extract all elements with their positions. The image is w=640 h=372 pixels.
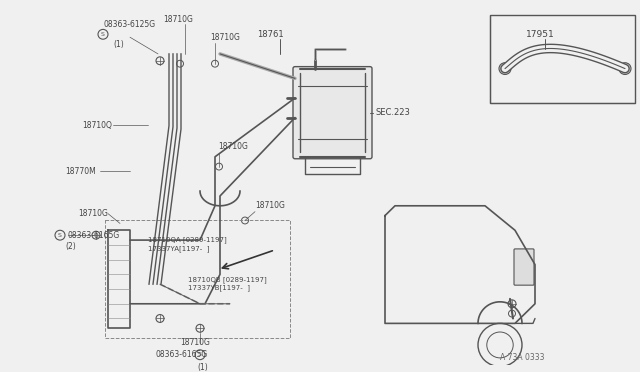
- Text: 18710G: 18710G: [255, 201, 285, 210]
- Text: S: S: [101, 32, 105, 37]
- Text: A 73A 0333: A 73A 0333: [500, 353, 545, 362]
- Text: 08363-6165G: 08363-6165G: [155, 350, 207, 359]
- Text: 18710G: 18710G: [210, 33, 240, 42]
- Text: 18761: 18761: [257, 30, 284, 39]
- Text: (1): (1): [198, 363, 209, 372]
- Text: 08363-6125G: 08363-6125G: [103, 20, 155, 29]
- Text: 08363-6165G: 08363-6165G: [68, 231, 120, 240]
- Circle shape: [619, 63, 631, 74]
- Circle shape: [499, 63, 511, 74]
- Text: 18710G: 18710G: [78, 209, 108, 218]
- Text: (1): (1): [113, 39, 124, 49]
- Text: 17337YA[1197-  ]: 17337YA[1197- ]: [148, 246, 209, 252]
- Bar: [490, 15, 635, 103]
- Text: 18710QB [0289-1197]: 18710QB [0289-1197]: [188, 276, 267, 283]
- Text: 18710G: 18710G: [163, 15, 193, 24]
- Text: 18710G: 18710G: [180, 339, 210, 347]
- Text: 17951: 17951: [525, 30, 554, 39]
- Text: 18770M: 18770M: [65, 167, 96, 176]
- Text: 17337YB[1197-  ]: 17337YB[1197- ]: [188, 285, 250, 292]
- Text: 18710Q: 18710Q: [82, 121, 112, 130]
- Text: (2): (2): [65, 243, 76, 251]
- Text: 18710QA [0289-1197]: 18710QA [0289-1197]: [148, 237, 227, 243]
- FancyBboxPatch shape: [293, 67, 372, 159]
- Text: S: S: [58, 233, 62, 238]
- FancyBboxPatch shape: [514, 249, 534, 285]
- Text: SEC.223: SEC.223: [375, 108, 410, 117]
- Text: S: S: [198, 352, 202, 357]
- Text: 18710G: 18710G: [218, 142, 248, 151]
